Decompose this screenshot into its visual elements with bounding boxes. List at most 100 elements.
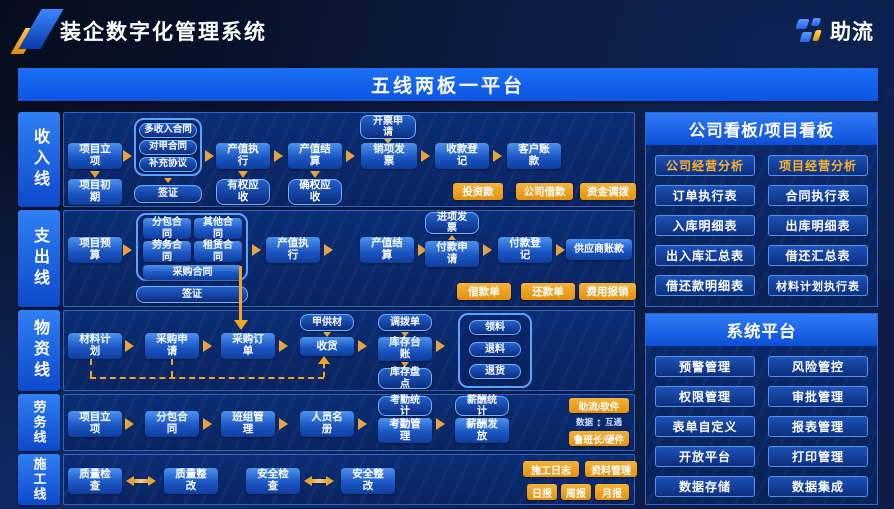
node-output-execution: 产值执行 <box>266 237 320 263</box>
badge-monthly-report: 月报 <box>595 484 629 500</box>
board-item-project-analysis: 项目经营分析 <box>768 155 868 176</box>
flow-arrow-icon <box>252 244 261 256</box>
platform-item-data-integration: 数据集成 <box>768 476 868 497</box>
feedback-dashed-line <box>90 359 92 377</box>
node-output-settlement: 产值结算 <box>288 143 342 169</box>
board-item-inbound-detail: 入库明细表 <box>655 215 755 236</box>
node-subcontract: 分包合同 <box>143 217 191 240</box>
node-material-issue: 领料 <box>469 320 521 335</box>
node-safety-rectification: 安全整改 <box>341 468 395 494</box>
expense-line-section: 支出线 项目预算 分包合同 其他合同 劳务合同 租赁合同 采购合同 签证 产值执… <box>18 210 636 307</box>
platform-item-approval-management: 审批管理 <box>768 386 868 407</box>
labor-line-label: 劳务线 <box>18 394 60 451</box>
node-project-initiation: 项目立项 <box>68 143 122 169</box>
flow-arrow-icon <box>346 150 355 162</box>
node-other-contract: 其他合同 <box>194 217 242 240</box>
node-visa: 签证 <box>134 185 202 203</box>
feedback-dashed-line <box>323 363 325 377</box>
brand-lightning-icon <box>795 18 823 44</box>
node-salary-stats: 薪酬统计 <box>455 395 509 417</box>
flow-arrow-icon <box>483 244 492 256</box>
node-sales-invoice: 销项发票 <box>361 143 417 169</box>
flow-arrow-icon <box>358 340 367 352</box>
platform-item-open-platform: 开放平台 <box>655 446 755 467</box>
flow-arrow-icon <box>418 244 427 256</box>
flow-arrow-icon <box>274 150 283 162</box>
node-payment-registration: 付款登记 <box>498 237 552 263</box>
flow-arrow-icon <box>279 418 288 430</box>
node-project-budget: 项目预算 <box>68 237 122 263</box>
platform-item-data-storage: 数据存储 <box>655 476 755 497</box>
node-salary-payment: 薪酬发放 <box>455 418 509 443</box>
feedback-dashed-line <box>171 359 173 377</box>
node-lease-contract: 租赁合同 <box>194 240 242 263</box>
node-purchase-order: 采购订单 <box>221 333 275 359</box>
system-platform-title: 系统平台 <box>646 314 877 346</box>
flow-arrow-icon <box>436 340 445 352</box>
flow-arrow-icon <box>421 150 430 162</box>
badge-lubanzhang-hardware: 鲁班长/硬件 <box>569 431 629 446</box>
badge-construction-log: 施工日志 <box>523 461 579 477</box>
node-project-early-stage: 项目初期 <box>68 179 122 205</box>
expense-line-label: 支出线 <box>18 210 60 307</box>
down-arrow-icon <box>401 362 409 367</box>
flow-arrow-icon <box>436 418 445 430</box>
construction-line-flow: 质量检查 质量整改 安全检查 安全整改 施工日志 资料管理 日报 周报 月报 <box>63 454 637 505</box>
node-output-settlement: 产值结算 <box>360 237 414 263</box>
company-board-grid: 公司经营分析 项目经营分析 订单执行表 合同执行表 入库明细表 出库明细表 出入… <box>646 145 877 305</box>
down-arrow-icon <box>401 332 409 337</box>
platform-item-permission-management: 权限管理 <box>655 386 755 407</box>
flow-arrow-icon <box>123 244 132 256</box>
platform-item-risk-control: 风险管控 <box>768 356 868 377</box>
flow-arrow-icon <box>324 244 333 256</box>
node-goods-return: 退货 <box>469 364 521 379</box>
material-line-section: 物资线 材料计划 采购申请 采购订单 甲供材 收货 调拨单 库存台账 库存盘点 … <box>18 310 635 391</box>
node-subcontract: 分包合同 <box>145 411 199 437</box>
feedback-dashed-line <box>90 377 324 379</box>
expense-contract-group: 分包合同 其他合同 劳务合同 租赁合同 采购合同 <box>136 213 248 281</box>
node-personnel-roster: 人员名册 <box>300 411 354 437</box>
down-arrow-icon <box>164 178 172 183</box>
node-entitled-receivable: 有权应收 <box>216 179 270 205</box>
expense-line-flow: 项目预算 分包合同 其他合同 劳务合同 租赁合同 采购合同 签证 产值执行 产值… <box>63 210 636 307</box>
app-logo-icon <box>10 7 64 55</box>
page-title: 装企数字化管理系统 <box>60 21 267 44</box>
badge-weekly-report: 周报 <box>561 484 591 500</box>
board-item-contract-execution: 合同执行表 <box>768 185 868 206</box>
up-arrow-icon <box>318 356 330 364</box>
node-stocktaking: 库存盘点 <box>378 367 432 390</box>
badge-fund-transfer: 资金调拨 <box>580 183 636 200</box>
badge-loan-slip: 借款单 <box>457 283 511 300</box>
badge-expense-reimbursement: 费用报销 <box>579 283 636 300</box>
flow-arrow-icon <box>125 340 134 352</box>
node-input-invoice: 进项发票 <box>425 212 479 234</box>
construction-line-section: 施工线 质量检查 质量整改 安全检查 安全整改 施工日志 资料管理 日报 周报 … <box>18 454 637 505</box>
badge-repayment-slip: 还款单 <box>521 283 575 300</box>
board-item-order-execution: 订单执行表 <box>655 185 755 206</box>
purchase-contract-to-order-arrow-icon <box>234 320 248 330</box>
node-supplier-account: 供应商账款 <box>566 239 632 260</box>
down-arrow-icon <box>384 139 392 144</box>
system-platform-grid: 预警管理 风险管控 权限管理 审批管理 表单自定义 报表管理 开放平台 打印管理… <box>646 346 877 506</box>
node-purchase-request: 采购申请 <box>145 333 199 359</box>
flow-arrow-icon <box>358 418 367 430</box>
down-arrow-icon <box>238 171 248 178</box>
node-customer-account: 客户账款 <box>507 143 561 169</box>
platform-item-warning-management: 预警管理 <box>655 356 755 377</box>
node-owner-supplied-material: 甲供材 <box>300 314 354 331</box>
node-output-execution: 产值执行 <box>216 143 270 169</box>
up-arrow-icon <box>448 235 456 240</box>
node-party-a-contract: 对甲合同 <box>139 140 197 155</box>
double-arrow-icon <box>304 476 334 486</box>
node-receipt-registration: 收款登记 <box>435 143 489 169</box>
node-goods-receipt: 收货 <box>300 337 354 356</box>
node-visa: 签证 <box>136 286 248 303</box>
node-transfer-order: 调拨单 <box>378 314 432 331</box>
flow-arrow-icon <box>203 340 212 352</box>
flow-arrow-icon <box>125 418 134 430</box>
node-invoice-request: 开票申请 <box>360 115 416 139</box>
purchase-contract-to-order-line <box>239 266 242 322</box>
labor-line-flow: 项目立项 分包合同 班组管理 人员名册 考勤统计 考勤管理 薪酬统计 薪酬发放 … <box>63 394 635 451</box>
labor-line-section: 劳务线 项目立项 分包合同 班组管理 人员名册 考勤统计 考勤管理 薪酬统计 薪… <box>18 394 635 451</box>
flow-arrow-icon <box>279 340 288 352</box>
